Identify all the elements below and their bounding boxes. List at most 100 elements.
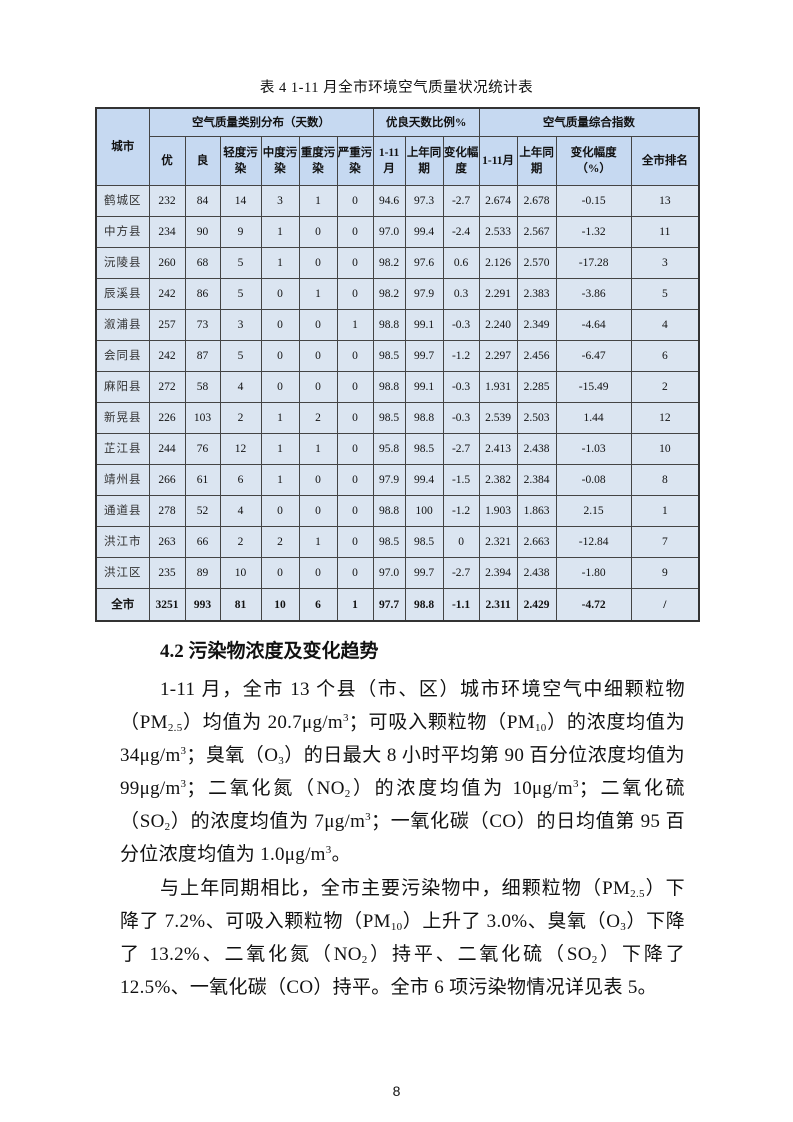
value-cell: 6 [630,340,700,372]
value-cell: 98.5 [372,340,406,372]
value-cell: -0.08 [555,464,632,496]
value-cell: 61 [184,464,221,496]
city-cell: 中方县 [95,216,150,248]
header-col: 1-11月 [478,136,518,186]
value-cell: 2.674 [478,185,518,217]
value-cell: 0 [298,247,338,279]
value-cell: 5 [630,278,700,310]
value-cell: 5 [219,278,262,310]
value-cell: 98.5 [372,526,406,558]
value-cell: 1.903 [478,495,518,527]
value-cell: 1 [630,495,700,527]
value-cell: 98.2 [372,247,406,279]
value-cell: -2.4 [442,216,480,248]
value-cell: 98.5 [372,402,406,434]
table-caption: 表 4 1-11 月全市环境空气质量状况统计表 [259,80,534,96]
header-group-days: 空气质量类别分布（天数） [148,107,374,137]
subscript: 2.5 [167,722,183,734]
value-cell: 2.533 [478,216,518,248]
subscript: 10 [390,921,403,933]
value-cell: 0 [298,495,338,527]
value-cell: -2.7 [442,433,480,465]
value-cell: 2.384 [516,464,557,496]
subscript: 10 [535,722,547,734]
value-cell: 2.570 [516,247,557,279]
value-cell: 4 [219,371,262,403]
header-col: 轻度污染 [219,136,262,186]
table-row: 鹤城区 232 84 14 3 1 0 94.6 97.3 -2.7 2.674 2.678 -0.15… [95,185,700,217]
value-cell: 226 [148,402,186,434]
city-cell: 通道县 [95,495,150,527]
value-cell: 2.126 [478,247,518,279]
value-cell: 278 [148,495,186,527]
value-cell: 6 [219,464,262,496]
value-cell: -1.5 [442,464,480,496]
city-cell: 新晃县 [95,402,150,434]
header-col: 严重污染 [336,136,374,186]
subscript: 2 [361,954,368,966]
header-col: 变化幅度 [442,136,480,186]
value-cell: 2.413 [478,433,518,465]
superscript: 3 [365,811,371,823]
value-cell: 242 [148,278,186,310]
value-cell: 98.8 [372,495,406,527]
city-cell: 洪江市 [95,526,150,558]
value-cell: 1.931 [478,371,518,403]
text-run: 1-11 月，全市 13 个县（市、区）城市环境空气中细颗粒物（PM [120,679,685,733]
value-cell: 0 [298,216,338,248]
value-cell: 12 [630,402,700,434]
value-cell: 0 [336,402,374,434]
subscript: 3 [620,921,627,933]
value-cell: -6.47 [555,340,632,372]
header-row-group: 城市 空气质量类别分布（天数） 优良天数比例% 空气质量综合指数 [95,107,700,186]
value-cell: 99.7 [404,557,444,589]
text-run: ）持平、二氧化硫（SO [367,944,592,965]
value-cell: 1 [336,588,374,622]
value-cell: -0.3 [442,402,480,434]
value-cell: 0 [336,247,374,279]
value-cell: 97.0 [372,216,406,248]
value-cell: 99.4 [404,464,444,496]
header-row-columns: 优良轻度污染 中度污染 重度污染 严重污染 1-11月 上年同期 变化幅度 1-11月 上年同期… [96,136,700,186]
value-cell: 1 [260,216,300,248]
value-cell: 2.567 [516,216,557,248]
table-row: 新晃县 226 103 2 1 2 0 98.5 98.8 -0.3 2.539 2.503 1.44 1… [95,402,700,434]
value-cell: 97.9 [404,278,444,310]
value-cell: 2.394 [478,557,518,589]
table-row: 洪江区 235 89 10 0 0 0 97.0 99.7 -2.7 2.394 2.438 -1.80… [95,557,700,589]
value-cell: 1.44 [555,402,632,434]
value-cell: / [630,588,700,622]
value-cell: 100 [404,495,444,527]
value-cell: 0 [260,278,300,310]
value-cell: 1 [298,185,338,217]
header-col: 重度污染 [298,136,338,186]
value-cell: -1.03 [555,433,632,465]
value-cell: -1.32 [555,216,632,248]
value-cell: -12.84 [555,526,632,558]
text-run: 与上年同期相比，全市主要污染物中，细颗粒物（PM [160,878,631,899]
value-cell: 0 [298,340,338,372]
value-cell: -3.86 [555,278,632,310]
city-cell: 沅陵县 [95,247,150,279]
header-col: 1-11月 [372,136,406,186]
header-group-ratio: 优良天数比例% [372,107,480,137]
table-body: 鹤城区 232 84 14 3 1 0 94.6 97.3 -2.7 2.674 2.678 -0.15… [95,185,700,622]
value-cell: 3 [219,309,262,341]
header-city: 城市 [95,107,150,186]
value-cell: 2 [630,371,700,403]
value-cell: 0 [260,495,300,527]
value-cell: -0.15 [555,185,632,217]
value-cell: 103 [184,402,221,434]
value-cell: 0 [298,371,338,403]
text-run: ）下降了 12.5%、一氧化碳（CO）持平。全市 6 项污染物情况详见表 5。 [120,944,685,998]
air-quality-table: 城市 空气质量类别分布（天数） 优良天数比例% 空气质量综合指数 优良轻度污染中… [95,107,701,622]
value-cell: 2.503 [516,402,557,434]
value-cell: 2.438 [516,557,557,589]
value-cell: -0.3 [442,371,480,403]
value-cell: 12 [219,433,262,465]
value-cell: 1 [336,309,374,341]
value-cell: 4 [630,309,700,341]
value-cell: 0 [260,309,300,341]
value-cell: 0.3 [442,278,480,310]
value-cell: 2.285 [516,371,557,403]
